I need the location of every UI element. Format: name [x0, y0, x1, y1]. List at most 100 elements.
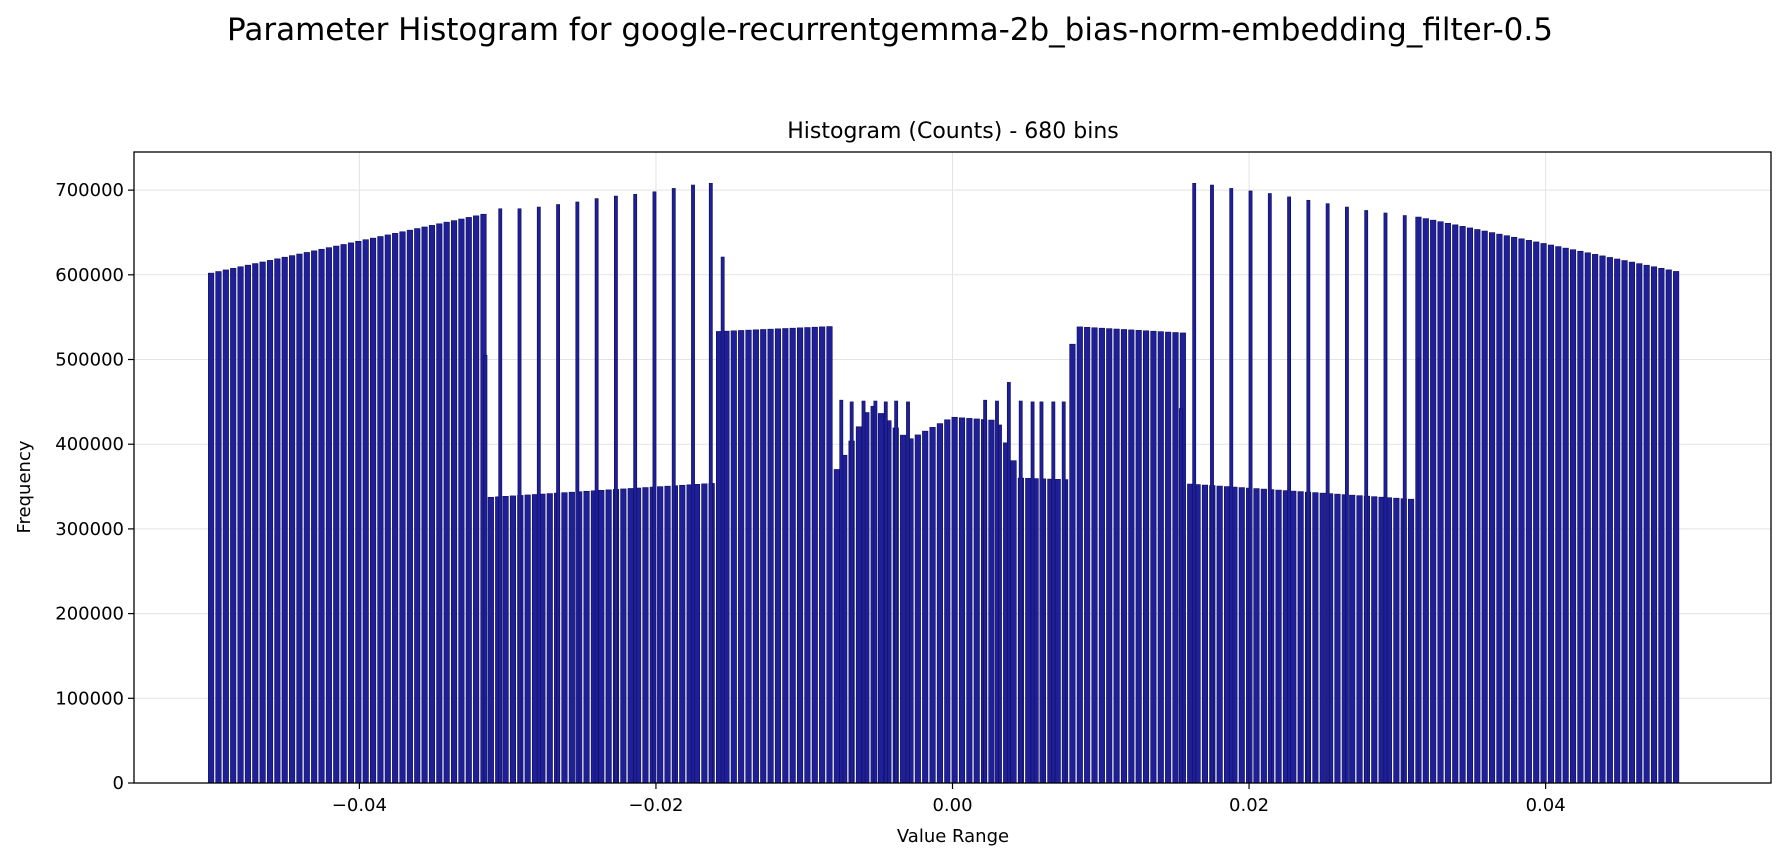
- histogram-spike-bar: [1051, 401, 1056, 784]
- histogram-spike-bar: [849, 401, 854, 784]
- histogram-bar: [333, 245, 340, 784]
- histogram-bar: [252, 263, 259, 784]
- histogram-bar: [259, 261, 266, 784]
- histogram-spike-bar: [1306, 199, 1311, 784]
- histogram-bar: [458, 218, 465, 784]
- histogram-bar: [1599, 255, 1606, 784]
- histogram-bar: [929, 427, 936, 784]
- histogram-bar: [1106, 328, 1113, 784]
- histogram-bar: [487, 496, 494, 784]
- histogram-spike-bar: [995, 400, 999, 784]
- histogram-bar: [1334, 493, 1341, 784]
- histogram-bar: [1658, 268, 1665, 784]
- histogram-bar: [1187, 483, 1194, 784]
- histogram-bar: [804, 327, 811, 784]
- histogram-bar: [340, 244, 347, 784]
- histogram-bar: [583, 490, 590, 784]
- histogram-bar: [1474, 229, 1481, 784]
- histogram-bar: [922, 430, 929, 784]
- histogram-spike-bar: [1030, 401, 1035, 784]
- histogram-bar: [230, 268, 237, 784]
- histogram-bar: [1481, 230, 1488, 784]
- histogram-bar: [1518, 238, 1525, 784]
- histogram-bar: [1444, 222, 1451, 784]
- histogram-bar: [289, 255, 296, 784]
- histogram-bar: [568, 491, 575, 784]
- histogram-spike-bar: [983, 399, 988, 784]
- histogram-bar: [1496, 233, 1503, 784]
- histogram-bar: [1069, 343, 1076, 784]
- histogram-spike-bar: [720, 256, 725, 784]
- histogram-bar: [1098, 327, 1105, 784]
- histogram-bar: [303, 252, 310, 784]
- histogram-bar: [266, 260, 274, 784]
- histogram-bar: [760, 329, 767, 784]
- x-tick-label: 0.04: [1526, 795, 1566, 816]
- histogram-bar: [605, 489, 612, 784]
- histogram-bar: [811, 326, 818, 784]
- histogram-bar: [1430, 219, 1437, 784]
- histogram-bar: [1636, 263, 1643, 784]
- histogram-bar: [215, 271, 222, 784]
- histogram-bar: [951, 416, 958, 784]
- histogram-bar: [1621, 260, 1628, 784]
- histogram-spike-bar: [556, 204, 560, 784]
- histogram-bar: [1142, 330, 1150, 784]
- histogram-bar: [465, 217, 472, 784]
- histogram-spike-bar: [652, 191, 657, 784]
- histogram-spike-bar: [1192, 183, 1197, 784]
- histogram-spike-bar: [633, 194, 638, 784]
- histogram-spike-bar: [1061, 401, 1066, 784]
- histogram-bar: [311, 250, 318, 784]
- histogram-bar: [819, 326, 826, 784]
- histogram-bar: [399, 231, 406, 784]
- histogram-bar: [1054, 479, 1061, 784]
- histogram-spike-bar: [1267, 193, 1272, 784]
- histogram-bar: [900, 434, 907, 784]
- histogram-bar: [1466, 227, 1474, 784]
- histogram-bar: [730, 330, 737, 784]
- histogram-bar: [473, 215, 480, 784]
- histogram-spike-bar: [1417, 358, 1422, 784]
- histogram-bar: [208, 272, 215, 784]
- histogram-bar: [701, 483, 708, 784]
- histogram-bar: [936, 423, 943, 784]
- histogram-bar: [988, 419, 995, 784]
- histogram-bar: [436, 223, 443, 784]
- y-tick-label: 700000: [55, 180, 124, 201]
- histogram-bar: [1135, 330, 1142, 784]
- histogram-bar: [1025, 478, 1032, 784]
- y-tick-label: 600000: [55, 265, 124, 286]
- histogram-spike-bar: [1345, 206, 1349, 784]
- x-tick-label: 0.02: [1229, 795, 1269, 816]
- histogram-bar: [1577, 250, 1584, 784]
- histogram-bar: [1371, 496, 1378, 784]
- histogram-spike-bar: [1210, 184, 1214, 784]
- histogram-bar: [421, 226, 428, 784]
- histogram-bar: [1113, 328, 1120, 784]
- histogram-spike-bar: [894, 400, 899, 784]
- y-axis-ticks: 0 100000 200000 300000 400000 500000 600000 700…: [55, 180, 134, 794]
- x-tick-label: 0.00: [932, 795, 972, 816]
- histogram-spike-bar: [1006, 382, 1011, 784]
- histogram-spike-bar: [873, 400, 878, 784]
- histogram-bar: [1312, 492, 1319, 784]
- histogram-spike-bar: [906, 401, 910, 784]
- histogram-bar: [1349, 494, 1356, 784]
- histogram-bar: [1275, 489, 1282, 784]
- histogram-bar: [693, 484, 701, 784]
- histogram-bar: [745, 329, 752, 784]
- histogram-spike-bar: [671, 188, 676, 784]
- histogram-bar: [1378, 496, 1385, 784]
- y-axis-label: Frequency: [14, 440, 35, 533]
- histogram-bar: [392, 233, 399, 784]
- x-tick-label: −0.04: [332, 795, 387, 816]
- histogram-bar: [1260, 488, 1267, 784]
- histogram-spike-bar: [614, 195, 618, 784]
- histogram-bar: [1650, 266, 1658, 784]
- histogram-bar: [1084, 327, 1091, 784]
- histogram-bar: [546, 493, 553, 784]
- histogram-bar: [664, 485, 671, 784]
- histogram-bar: [377, 236, 384, 784]
